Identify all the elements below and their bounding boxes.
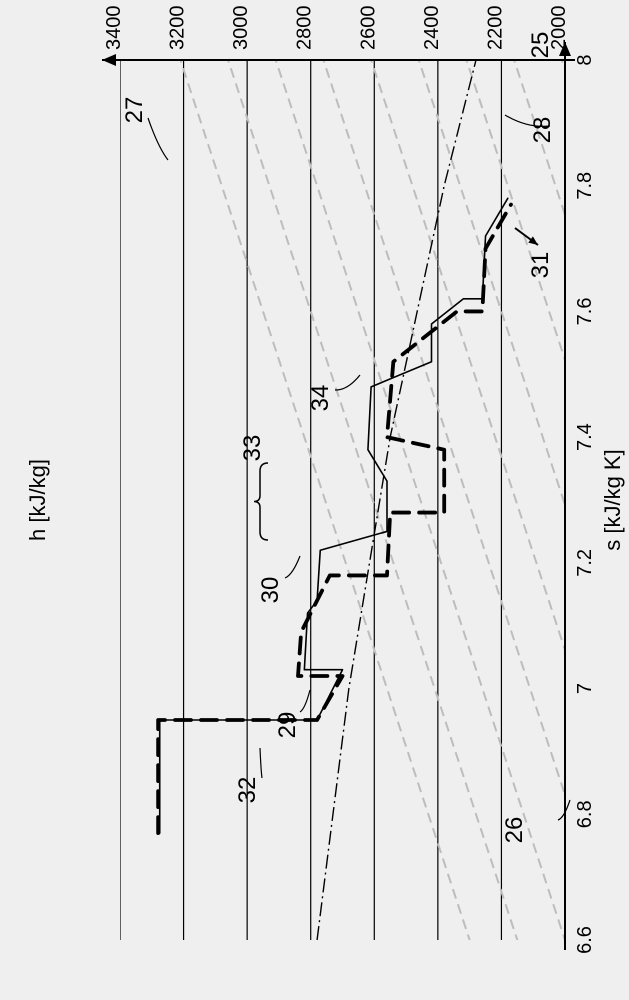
hs-diagram: 200022002400260028003000320034006.66.877… [0, 0, 629, 1000]
s-tick: 7.2 [574, 549, 596, 577]
s-tick: 8 [574, 54, 596, 65]
callout-33: 33 [239, 435, 266, 462]
s-tick: 7.6 [574, 298, 596, 326]
callout-27: 27 [121, 97, 148, 124]
callout-29: 29 [274, 712, 301, 739]
h-tick: 2800 [294, 6, 316, 51]
s-tick: 7.8 [574, 172, 596, 200]
h-axis-label: h [kJ/kg] [25, 459, 50, 541]
h-tick: 3400 [103, 6, 125, 51]
callout-26: 26 [501, 817, 528, 844]
s-tick: 6.6 [574, 926, 596, 954]
callout-25: 25 [527, 32, 554, 59]
callout-31: 31 [527, 252, 554, 279]
s-tick: 7.4 [574, 423, 596, 451]
callout-30: 30 [257, 577, 284, 604]
callout-32: 32 [234, 777, 261, 804]
callout-34: 34 [307, 385, 334, 412]
h-tick: 3200 [167, 6, 189, 51]
h-tick: 2400 [421, 6, 443, 51]
callout-28: 28 [529, 117, 556, 144]
h-tick: 2200 [484, 5, 506, 50]
s-tick: 7 [574, 683, 596, 694]
h-tick: 3000 [230, 6, 252, 51]
s-axis-label: s [kJ/kg K] [600, 449, 625, 550]
s-tick: 6.8 [574, 800, 596, 828]
h-tick: 2600 [357, 6, 379, 51]
